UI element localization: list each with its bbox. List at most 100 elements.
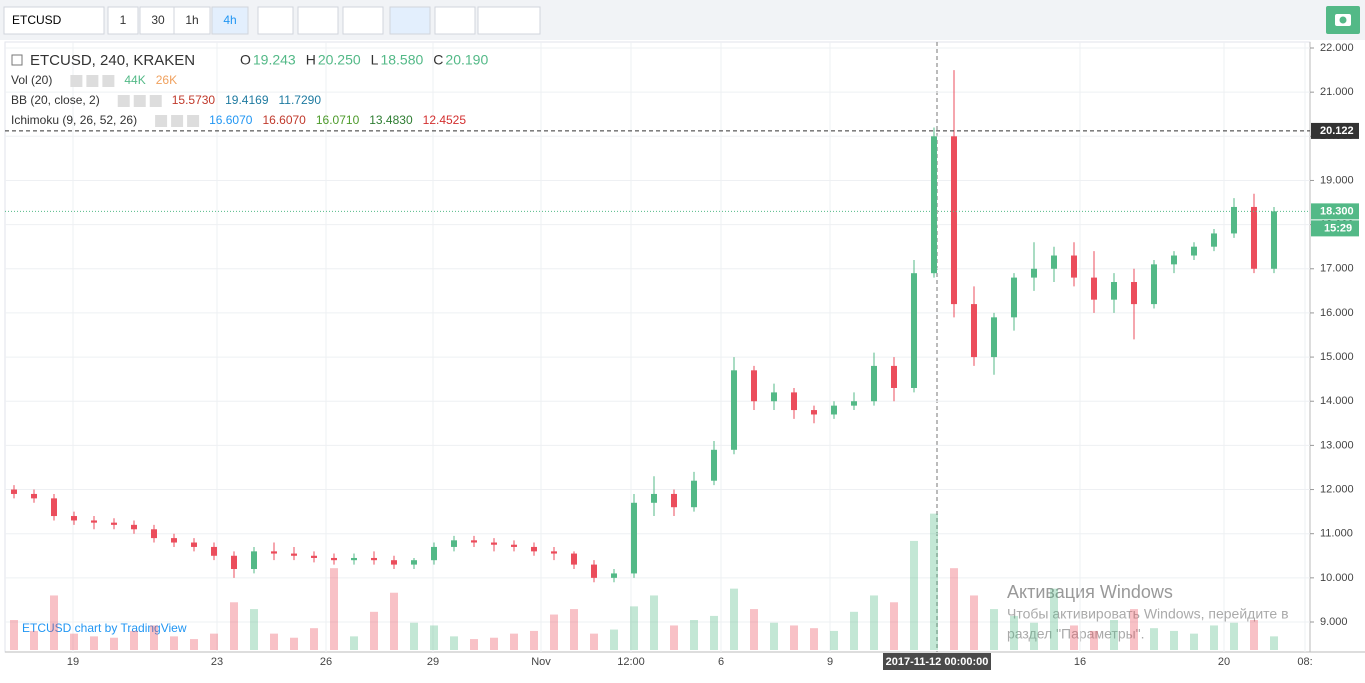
y-tick-label: 21.000 bbox=[1320, 86, 1354, 98]
study-control[interactable] bbox=[187, 115, 200, 127]
volume-bar bbox=[930, 513, 938, 650]
y-tick-label: 15.000 bbox=[1320, 351, 1354, 363]
study-control[interactable] bbox=[102, 75, 115, 87]
study-name: Vol (20) bbox=[11, 73, 52, 87]
candle-body bbox=[291, 553, 297, 556]
study-control[interactable] bbox=[86, 75, 99, 87]
volume-bar bbox=[190, 639, 198, 650]
ohlc-key: C bbox=[433, 52, 443, 68]
y-tick-label: 16.000 bbox=[1320, 307, 1354, 319]
volume-bar bbox=[1270, 636, 1278, 650]
volume-bar bbox=[990, 609, 998, 650]
candles-button[interactable] bbox=[389, 6, 431, 35]
ohlc-value: 18.580 bbox=[380, 52, 423, 68]
interval-button[interactable] bbox=[173, 6, 211, 35]
study-name: Ichimoku (9, 26, 52, 26) bbox=[11, 113, 137, 127]
y-tick-label: 12.000 bbox=[1320, 483, 1354, 495]
ohlc-key: L bbox=[371, 52, 379, 68]
candle-body bbox=[251, 551, 257, 570]
volume-bar bbox=[690, 620, 698, 650]
price-label: 18.300 bbox=[1320, 205, 1354, 217]
study-control[interactable] bbox=[171, 115, 184, 127]
volume-bar bbox=[1030, 622, 1038, 650]
price-label-bg bbox=[1311, 203, 1359, 220]
volume-bar bbox=[10, 620, 18, 650]
volume-bar bbox=[710, 615, 718, 650]
study-value: 11.7290 bbox=[279, 93, 322, 107]
volume-bar bbox=[450, 636, 458, 650]
candle-body bbox=[111, 522, 117, 525]
volume-bar bbox=[390, 592, 398, 650]
candle-body bbox=[1171, 255, 1177, 265]
candle-body bbox=[331, 557, 337, 561]
volume-bar bbox=[550, 614, 558, 650]
ohlc-key: H bbox=[306, 52, 316, 68]
volume-bar bbox=[470, 639, 478, 650]
indicators-button[interactable] bbox=[297, 6, 339, 35]
plot bbox=[5, 42, 1310, 652]
candle-body bbox=[1271, 211, 1277, 269]
more-button[interactable] bbox=[257, 6, 294, 35]
plot-area bbox=[4, 41, 1311, 653]
study-value: 19.4169 bbox=[225, 93, 269, 107]
candle-body bbox=[851, 401, 857, 406]
volume-bar bbox=[510, 633, 518, 650]
candle-body bbox=[1051, 255, 1057, 269]
volume-bar bbox=[1170, 630, 1178, 650]
candle-body bbox=[231, 555, 237, 570]
volume-bar bbox=[370, 611, 378, 650]
compare-button[interactable] bbox=[342, 6, 384, 35]
volume-bar bbox=[350, 636, 358, 650]
volume-bar bbox=[610, 629, 618, 650]
volume-bar bbox=[650, 595, 658, 650]
y-tick-label: 19.000 bbox=[1320, 174, 1354, 186]
candle-body bbox=[751, 370, 757, 402]
y-tick-label: 11.000 bbox=[1320, 528, 1353, 540]
candle-body bbox=[211, 546, 217, 556]
ohlc-value: 20.250 bbox=[318, 52, 361, 68]
volume-bar bbox=[430, 625, 438, 650]
study-control[interactable] bbox=[155, 115, 168, 127]
volume-bar bbox=[810, 628, 818, 650]
attribution[interactable]: ETCUSD chart by TradingView bbox=[22, 621, 187, 635]
volume-bar bbox=[230, 602, 238, 650]
y-tick-label: 9.000 bbox=[1320, 616, 1348, 628]
study-value: 12.4525 bbox=[423, 113, 467, 127]
candle-body bbox=[531, 546, 537, 552]
candle-body bbox=[771, 392, 777, 402]
candle-body bbox=[271, 551, 277, 554]
interval-button[interactable] bbox=[211, 6, 249, 35]
volume-bar bbox=[170, 636, 178, 650]
volume-bar bbox=[1110, 620, 1118, 650]
interval-label: 30 bbox=[151, 13, 165, 27]
line-button[interactable] bbox=[434, 6, 476, 35]
candle-body bbox=[1131, 282, 1137, 305]
candle-body bbox=[1111, 282, 1117, 300]
volume-bar bbox=[630, 606, 638, 650]
candle-body bbox=[711, 449, 717, 481]
volume-bar bbox=[70, 633, 78, 650]
y-tick-label: 13.000 bbox=[1320, 439, 1354, 451]
volume-bar bbox=[890, 602, 898, 650]
study-control[interactable] bbox=[133, 95, 146, 107]
volume-bar bbox=[410, 622, 418, 650]
candle-body bbox=[11, 489, 17, 494]
candle-body bbox=[1211, 233, 1217, 247]
volume-bar bbox=[910, 540, 918, 650]
watermark-title: Активация Windows bbox=[1007, 582, 1173, 602]
interval-button[interactable] bbox=[107, 6, 139, 35]
study-control[interactable] bbox=[70, 75, 83, 87]
study-control[interactable] bbox=[149, 95, 162, 107]
tools-button[interactable] bbox=[477, 6, 541, 35]
candle-body bbox=[371, 557, 377, 561]
candle-body bbox=[1191, 246, 1197, 256]
candle-body bbox=[871, 365, 877, 402]
volume-bar bbox=[250, 609, 258, 650]
study-control[interactable] bbox=[117, 95, 130, 107]
candle-body bbox=[71, 516, 77, 521]
study-value: 16.6070 bbox=[262, 113, 306, 127]
watermark-line: раздел "Параметры". bbox=[1007, 626, 1145, 642]
symbol-box[interactable] bbox=[3, 6, 105, 35]
candle-body bbox=[451, 540, 457, 547]
